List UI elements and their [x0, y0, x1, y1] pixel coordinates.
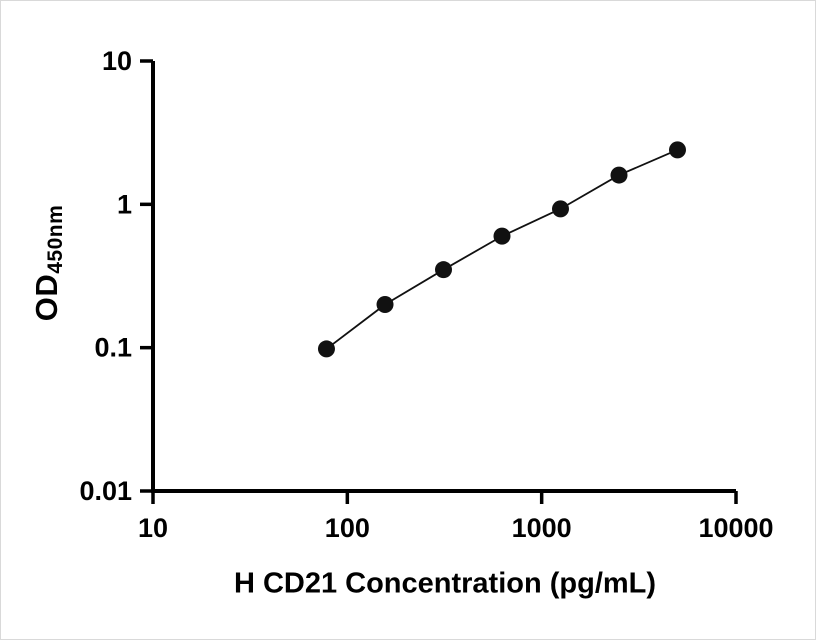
data-point — [610, 166, 628, 184]
y-axis-label: OD450nm — [29, 204, 67, 322]
data-point — [434, 261, 452, 279]
y-tick-label: 0.01 — [79, 476, 132, 506]
x-tick-label: 100 — [325, 513, 370, 543]
y-axis-label-main: OD — [29, 273, 64, 322]
x-axis-label: H CD21 Concentration (pg/mL) — [233, 567, 657, 600]
data-point — [551, 200, 569, 218]
data-point — [668, 141, 686, 159]
x-tick-label: 10000 — [698, 513, 773, 543]
y-tick-label: 10 — [102, 46, 132, 76]
data-point — [493, 227, 511, 245]
data-point — [376, 296, 394, 314]
x-tick-label: 10 — [138, 513, 168, 543]
y-axis-label-subscript: 450nm — [44, 204, 67, 274]
x-tick-label: 1000 — [512, 513, 572, 543]
y-tick-label: 1 — [117, 189, 132, 219]
y-tick-label: 0.1 — [94, 333, 132, 363]
data-point — [317, 340, 335, 358]
